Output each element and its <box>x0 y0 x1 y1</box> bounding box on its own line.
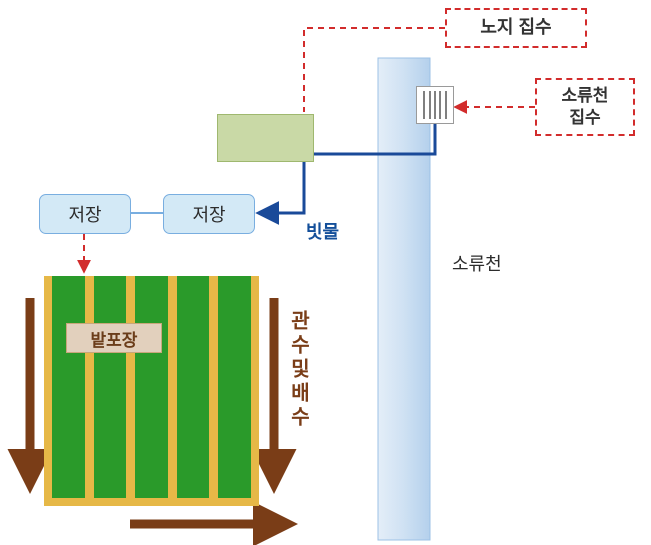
green-block <box>217 114 314 162</box>
stream-name-label: 소류천 <box>452 250 502 276</box>
pipe-to-store <box>260 162 304 213</box>
callout-stream-intake-label: 소류천 집수 <box>562 85 609 129</box>
callout-stream-intake: 소류천 집수 <box>535 78 635 136</box>
rainwater-label: 빗물 <box>306 218 339 244</box>
store-left: 저장 <box>39 194 131 234</box>
store-left-label: 저장 <box>68 201 101 227</box>
stream-channel <box>378 58 430 540</box>
field-plot <box>44 276 259 506</box>
callout-open-field-label: 노지 집수 <box>480 16 551 39</box>
field-plot-label-box: 밭포장 <box>66 323 162 353</box>
field-plot-label: 밭포장 <box>91 326 138 351</box>
pipe-grate-down <box>304 124 435 154</box>
intake-grate <box>416 86 454 124</box>
store-right: 저장 <box>163 194 255 234</box>
store-right-label: 저장 <box>192 201 225 227</box>
drainage-label: 관수및배수 <box>284 310 313 430</box>
callout-open-field: 노지 집수 <box>445 8 587 48</box>
